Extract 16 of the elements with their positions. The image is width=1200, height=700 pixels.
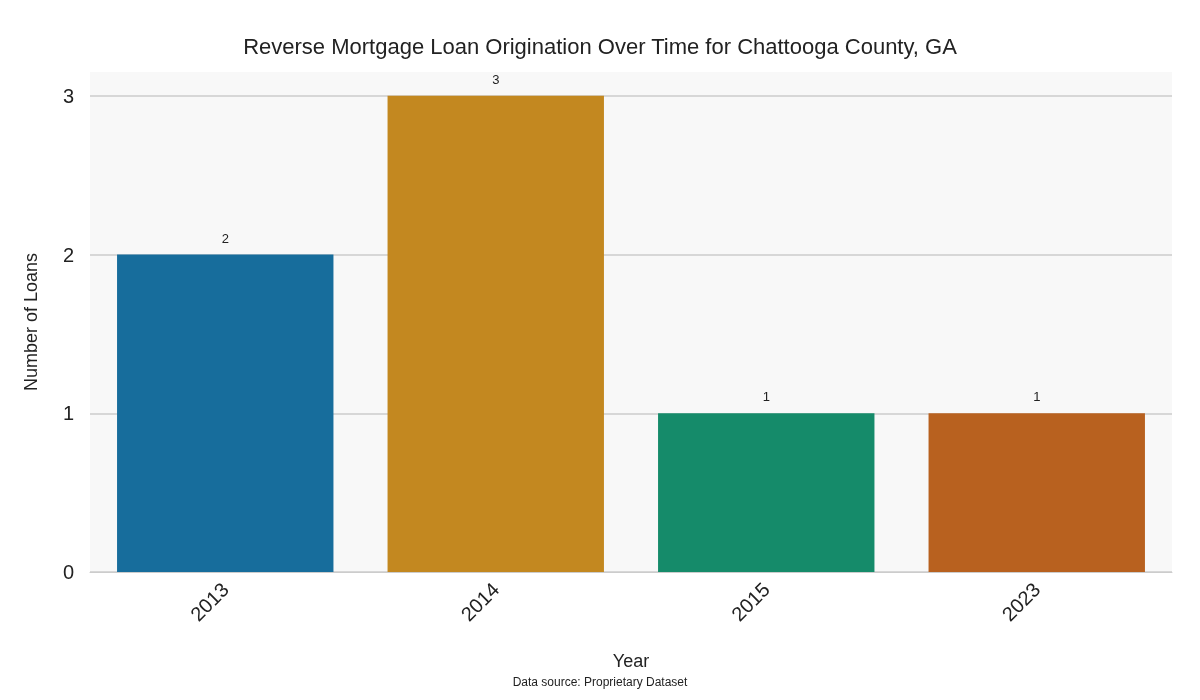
y-tick-label: 0 <box>62 561 74 583</box>
source-note: Data source: Proprietary Dataset <box>512 675 689 689</box>
data-label: 1 <box>762 389 770 405</box>
chart-title: Reverse Mortgage Loan Origination Over Time for Chattooga County, GA <box>243 33 958 59</box>
data-label: 1 <box>1033 389 1041 405</box>
bar <box>387 95 604 572</box>
y-tick-label: 1 <box>62 402 74 425</box>
y-tick-label: 3 <box>62 84 74 107</box>
bar <box>658 413 875 572</box>
y-tick-label: 2 <box>62 243 74 266</box>
data-label: 2 <box>221 230 229 246</box>
bar <box>117 254 334 572</box>
x-axis-title: Year <box>612 651 650 671</box>
bar <box>928 413 1145 572</box>
data-label: 3 <box>492 71 500 87</box>
y-axis-title: Number of Loans <box>21 252 41 392</box>
